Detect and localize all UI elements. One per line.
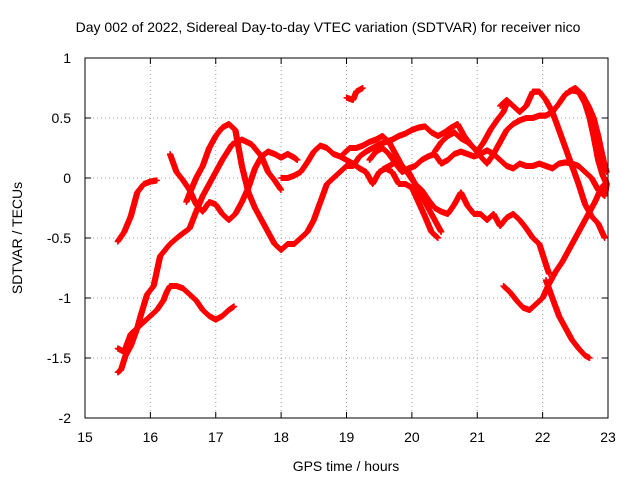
x-tick-label: 21	[469, 429, 485, 445]
x-tick-label: 20	[404, 429, 420, 445]
x-tick-label: 16	[143, 429, 159, 445]
x-tick-label: 17	[208, 429, 224, 445]
data-point	[231, 303, 238, 310]
y-tick-label: 0	[63, 170, 71, 186]
x-tick-label: 15	[77, 429, 93, 445]
y-tick-label: 1	[63, 50, 71, 66]
y-tick-label: 0.5	[52, 110, 72, 126]
x-tick-label: 19	[339, 429, 355, 445]
series-track-2	[114, 177, 160, 245]
y-tick-label: -0.5	[47, 230, 71, 246]
data-point	[153, 177, 160, 184]
y-tick-label: -1.5	[47, 350, 71, 366]
chart-title: Day 002 of 2022, Sidereal Day-to-day VTE…	[76, 19, 581, 35]
axis-ticks: 15 16 17 18 19 20 21 22 23 -2 -1.5 -1 -0.5 0 0.5 1	[47, 50, 616, 445]
x-tick-label: 22	[535, 429, 551, 445]
y-tick-label: -2	[59, 410, 72, 426]
x-tick-label: 18	[273, 429, 289, 445]
y-tick-label: -1	[59, 290, 72, 306]
x-tick-label: 23	[600, 429, 616, 445]
data-series	[114, 85, 610, 376]
